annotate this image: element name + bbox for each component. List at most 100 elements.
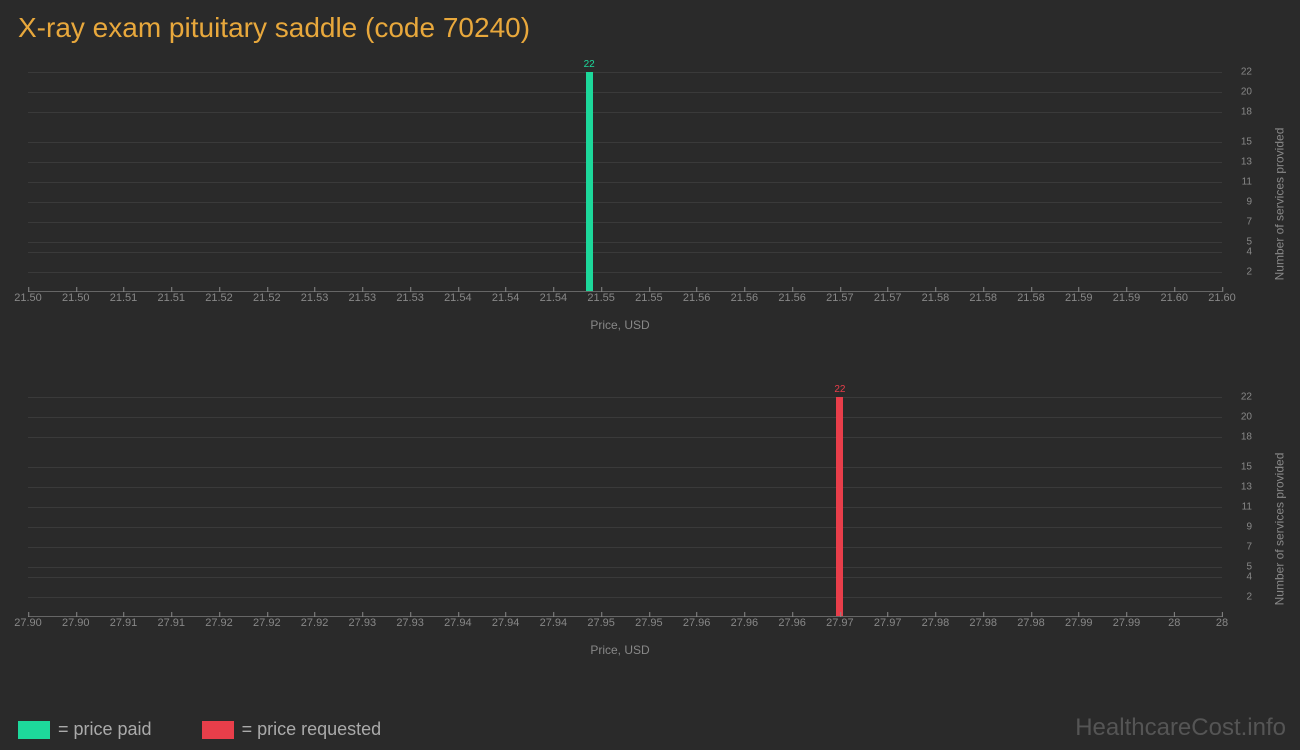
x-tick-label: 27.92: [205, 617, 233, 629]
y-axis-label: Number of services provided: [1273, 453, 1287, 606]
x-tick-label: 28: [1216, 617, 1228, 629]
gridline: [28, 182, 1222, 183]
y-tick-label: 7: [1246, 217, 1252, 228]
legend-item-requested: = price requested: [202, 719, 382, 740]
y-tick-label: 18: [1241, 107, 1252, 118]
x-tick-label: 27.93: [396, 617, 424, 629]
plot-area: 22: [28, 72, 1222, 292]
x-tick-label: 21.51: [110, 292, 138, 304]
x-tick-label: 21.52: [253, 292, 281, 304]
x-tick-label: 21.59: [1065, 292, 1093, 304]
y-tick-label: 9: [1246, 522, 1252, 533]
x-tick-label: 21.58: [1017, 292, 1045, 304]
x-tick-label: 21.51: [158, 292, 186, 304]
x-tick-label: 21.53: [301, 292, 329, 304]
x-tick-label: 27.96: [731, 617, 759, 629]
x-tick-label: 27.90: [62, 617, 90, 629]
x-tick-label: 27.94: [444, 617, 472, 629]
legend: = price paid = price requested: [18, 719, 381, 740]
y-tick-label: 2: [1246, 592, 1252, 603]
x-tick-label: 21.54: [540, 292, 568, 304]
x-tick-label: 21.53: [396, 292, 424, 304]
x-tick-label: 27.95: [635, 617, 663, 629]
y-tick-label: 18: [1241, 432, 1252, 443]
gridline: [28, 112, 1222, 113]
x-tick-label: 21.56: [731, 292, 759, 304]
gridline: [28, 487, 1222, 488]
x-tick-label: 21.56: [683, 292, 711, 304]
x-tick-label: 21.58: [922, 292, 950, 304]
bar-value-label: 22: [584, 59, 595, 70]
x-tick-label: 27.92: [301, 617, 329, 629]
y-tick-label: 11: [1242, 177, 1252, 188]
gridline: [28, 547, 1222, 548]
gridline: [28, 567, 1222, 568]
x-tick-label: 27.97: [874, 617, 902, 629]
gridline: [28, 162, 1222, 163]
y-axis-label: Number of services provided: [1273, 128, 1287, 281]
plot-area: 22: [28, 397, 1222, 617]
gridline: [28, 222, 1222, 223]
x-tick-label: 28: [1168, 617, 1180, 629]
gridline: [28, 577, 1222, 578]
x-tick-label: 27.90: [14, 617, 42, 629]
x-ticks: 27.9027.9027.9127.9127.9227.9227.9227.93…: [28, 617, 1222, 637]
chart-title: X-ray exam pituitary saddle (code 70240): [0, 0, 1300, 52]
y-tick-label: 15: [1241, 137, 1252, 148]
y-tick-label: 22: [1241, 392, 1252, 403]
x-tick-label: 21.57: [874, 292, 902, 304]
x-tick-label: 27.91: [158, 617, 186, 629]
x-tick-label: 27.98: [922, 617, 950, 629]
x-tick-label: 21.54: [492, 292, 520, 304]
gridline: [28, 92, 1222, 93]
x-tick-label: 27.94: [492, 617, 520, 629]
charts-wrapper: 22 21.5021.5021.5121.5121.5221.5221.5321…: [18, 52, 1282, 667]
x-axis-label: Price, USD: [18, 318, 1222, 332]
gridline: [28, 417, 1222, 418]
x-tick-label: 21.57: [826, 292, 854, 304]
x-tick-label: 21.52: [205, 292, 233, 304]
x-tick-label: 27.96: [778, 617, 806, 629]
x-tick-label: 21.58: [969, 292, 997, 304]
x-tick-label: 27.98: [969, 617, 997, 629]
x-ticks: 21.5021.5021.5121.5121.5221.5221.5321.53…: [28, 292, 1222, 312]
gridline: [28, 272, 1222, 273]
y-tick-label: 5: [1246, 562, 1252, 573]
y-tick-label: 20: [1241, 87, 1252, 98]
gridline: [28, 527, 1222, 528]
y-tick-label: 4: [1246, 247, 1252, 258]
gridline: [28, 597, 1222, 598]
legend-label: = price requested: [242, 719, 382, 740]
gridline: [28, 507, 1222, 508]
x-axis-label: Price, USD: [18, 643, 1222, 657]
chart-price-requested: 22 27.9027.9027.9127.9127.9227.9227.9227…: [18, 377, 1282, 667]
y-tick-label: 13: [1241, 482, 1252, 493]
bar: [586, 72, 593, 292]
y-tick-label: 15: [1241, 462, 1252, 473]
x-tick-label: 21.60: [1208, 292, 1236, 304]
gridline: [28, 397, 1222, 398]
gridline: [28, 467, 1222, 468]
bar-value-label: 22: [834, 384, 845, 395]
gridline: [28, 142, 1222, 143]
y-tick-label: 9: [1246, 197, 1252, 208]
x-tick-label: 27.92: [253, 617, 281, 629]
watermark: HealthcareCost.info: [1075, 714, 1286, 742]
y-tick-label: 4: [1246, 572, 1252, 583]
x-tick-label: 21.55: [635, 292, 663, 304]
y-tick-label: 7: [1246, 542, 1252, 553]
x-tick-label: 21.60: [1160, 292, 1188, 304]
gridline: [28, 202, 1222, 203]
legend-swatch: [18, 721, 50, 739]
x-tick-label: 21.55: [587, 292, 615, 304]
y-tick-label: 5: [1246, 237, 1252, 248]
x-tick-label: 21.54: [444, 292, 472, 304]
x-tick-label: 21.50: [62, 292, 90, 304]
x-tick-label: 27.99: [1065, 617, 1093, 629]
y-tick-label: 11: [1242, 502, 1252, 513]
x-tick-label: 27.93: [349, 617, 377, 629]
legend-item-paid: = price paid: [18, 719, 152, 740]
y-ticks: 24579111315182022: [1222, 72, 1252, 292]
gridline: [28, 242, 1222, 243]
x-tick-label: 21.59: [1113, 292, 1141, 304]
